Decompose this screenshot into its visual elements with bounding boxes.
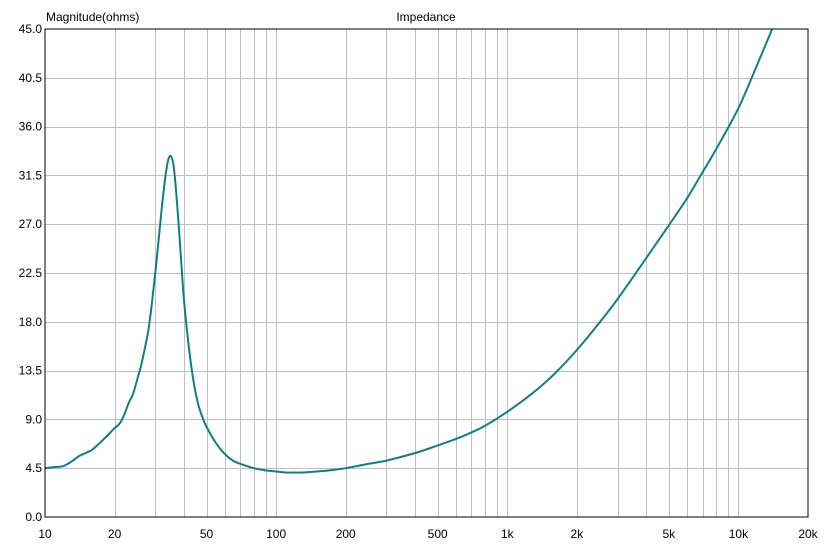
x-tick-label: 100 [266, 527, 286, 541]
x-tick-label: 5k [662, 527, 676, 541]
x-tick-label: 20 [108, 527, 122, 541]
y-tick-label: 27.0 [19, 217, 43, 231]
y-tick-label: 0.0 [25, 510, 42, 524]
y-tick-label: 18.0 [19, 315, 43, 329]
curve-layer [44, 28, 774, 474]
y-tick-label: 13.5 [19, 364, 43, 378]
tick-labels: 0.0 4.5 9.0 13.5 18.0 22.5 27.0 31.5 36.0 40.5 45.… [19, 22, 819, 541]
x-tick-label: 200 [336, 527, 356, 541]
x-tick-label: 500 [428, 527, 448, 541]
y-tick-label: 40.5 [19, 71, 43, 85]
impedance-curve [44, 28, 774, 474]
x-tick-label: 1k [501, 527, 515, 541]
y-tick-label: 36.0 [19, 120, 43, 134]
x-tick-label: 20k [798, 527, 818, 541]
y-tick-label: 4.5 [25, 461, 42, 475]
y-tick-label: 22.5 [19, 266, 43, 280]
x-tick-label: 10 [38, 527, 52, 541]
y-axis-label: Magnitude(ohms) [46, 10, 139, 24]
x-tick-label: 2k [571, 527, 585, 541]
grid-lines [45, 29, 808, 517]
y-tick-label: 45.0 [19, 22, 43, 36]
y-tick-label: 9.0 [25, 412, 42, 426]
y-tick-label: 31.5 [19, 168, 43, 182]
x-tick-label: 50 [200, 527, 214, 541]
x-tick-label: 10k [729, 527, 749, 541]
plot-frame [44, 28, 809, 518]
chart-title: Impedance [396, 10, 456, 24]
